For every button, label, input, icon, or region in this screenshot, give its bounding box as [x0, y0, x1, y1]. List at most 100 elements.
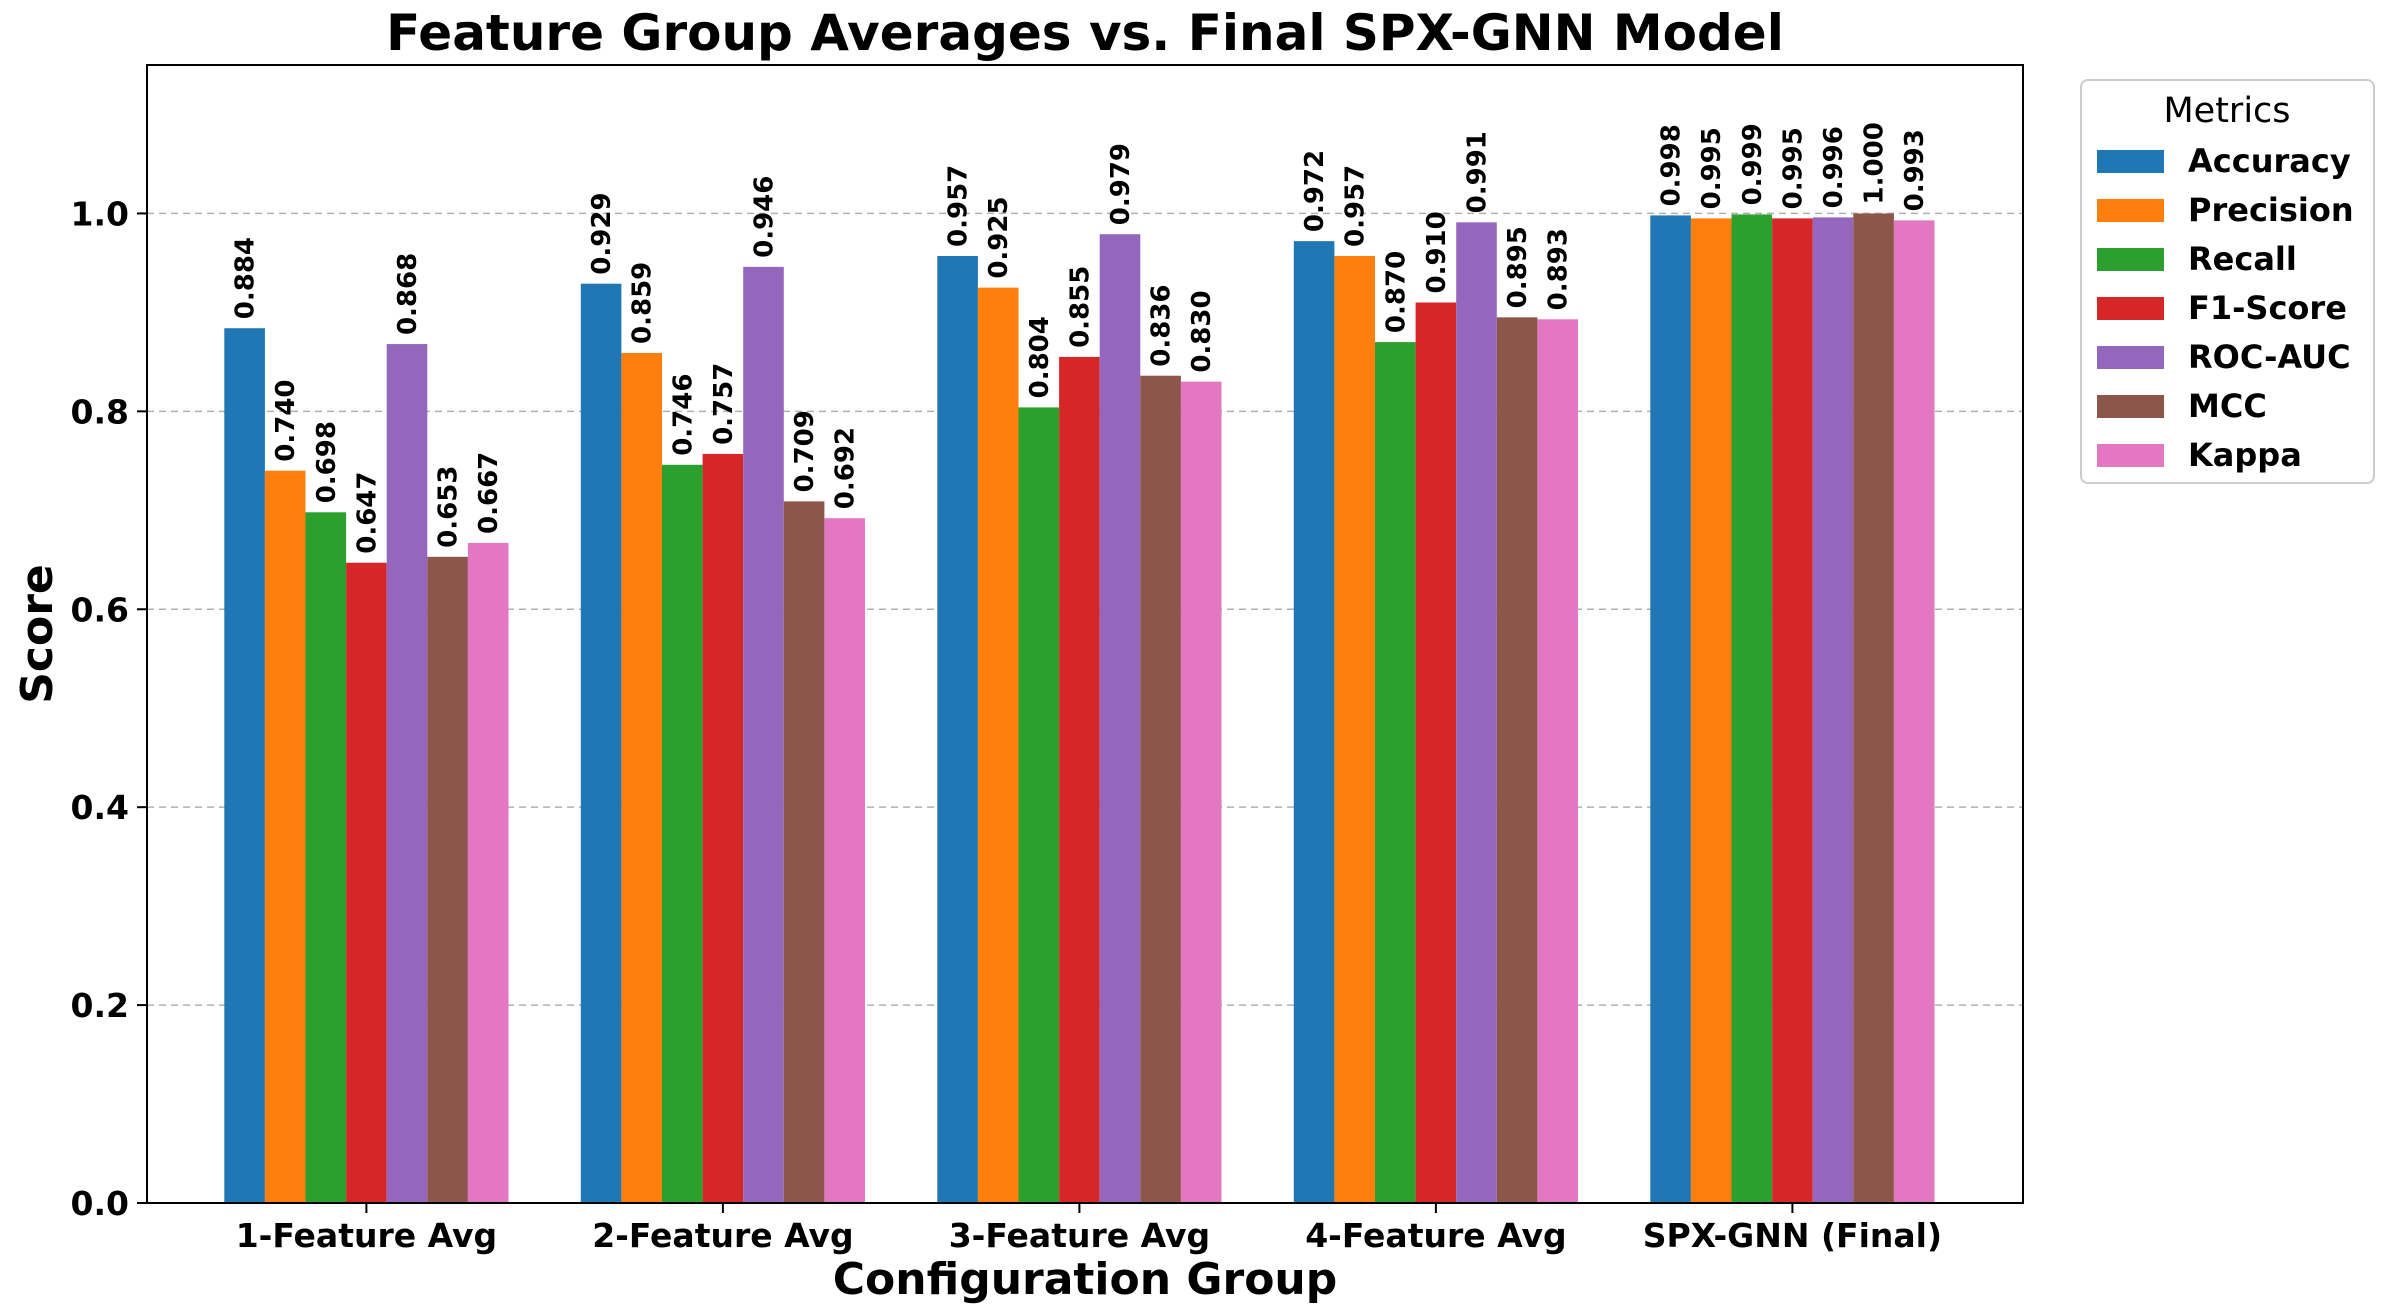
bar-precision-5 — [1690, 218, 1732, 1203]
bar-kappa-1 — [467, 542, 509, 1203]
legend-swatch-mcc — [2097, 395, 2164, 418]
bar-roc-auc-4 — [1456, 222, 1497, 1203]
x-axis-ticks: 1-Feature Avg 2-Feature Avg 3-Feature Avg 4… — [236, 1203, 1942, 1255]
data-label: 0.855 — [1065, 266, 1095, 348]
bar-roc-auc-5 — [1812, 217, 1854, 1203]
data-label: 0.647 — [352, 472, 382, 554]
chart-title: Feature Group Averages vs. Final SPX-GNN… — [386, 4, 1784, 62]
bar-recall-1 — [305, 512, 347, 1203]
data-label: 0.910 — [1422, 211, 1452, 293]
y-tick-label: 0.2 — [71, 986, 129, 1025]
data-label: 0.957 — [1341, 165, 1371, 247]
legend-swatch-accuracy — [2097, 150, 2164, 173]
bar-recall-3 — [1018, 407, 1060, 1204]
bar-f1-score-1 — [346, 562, 387, 1203]
bars — [224, 213, 1935, 1204]
legend-swatch-kappa — [2097, 444, 2164, 467]
bar-mcc-5 — [1853, 213, 1894, 1203]
data-label: 0.868 — [393, 253, 423, 335]
legend-label: F1-Score — [2188, 289, 2347, 327]
x-tick-label: 1-Feature Avg — [236, 1216, 497, 1255]
data-label: 0.893 — [1544, 228, 1574, 310]
bar-recall-4 — [1375, 342, 1416, 1203]
bar-kappa-2 — [824, 518, 865, 1203]
bar-roc-auc-2 — [743, 266, 784, 1203]
x-tick-label: 2-Feature Avg — [592, 1216, 853, 1255]
bar-recall-2 — [662, 464, 703, 1203]
bar-f1-score-5 — [1772, 218, 1813, 1203]
data-label: 0.804 — [1025, 316, 1055, 398]
legend-swatch-roc-auc — [2097, 346, 2164, 369]
data-label: 0.993 — [1900, 129, 1930, 211]
bar-accuracy-4 — [1293, 241, 1335, 1204]
bar-f1-score-3 — [1059, 356, 1100, 1203]
data-label: 0.925 — [984, 196, 1014, 278]
bar-kappa-5 — [1893, 220, 1935, 1203]
data-label: 0.757 — [709, 363, 739, 445]
data-label: 0.995 — [1778, 127, 1808, 209]
x-tick-label: 3-Feature Avg — [949, 1216, 1210, 1255]
bar-accuracy-1 — [224, 328, 265, 1203]
bar-accuracy-5 — [1650, 215, 1691, 1203]
bar-precision-4 — [1334, 255, 1375, 1203]
bar-mcc-3 — [1140, 375, 1181, 1203]
bar-accuracy-2 — [580, 283, 622, 1203]
data-label: 0.740 — [271, 379, 301, 461]
legend-label: Recall — [2188, 240, 2297, 278]
y-axis-label: Score — [12, 564, 63, 704]
data-label: 0.946 — [750, 176, 780, 258]
y-axis-ticks: 0.0 0.2 0.4 0.6 0.8 1.0 — [71, 194, 147, 1223]
bar-kappa-4 — [1537, 319, 1578, 1204]
data-label: 0.653 — [434, 466, 464, 548]
x-axis-label: Configuration Group — [833, 1254, 1338, 1305]
bar-f1-score-2 — [702, 453, 744, 1203]
data-label: 0.972 — [1300, 150, 1330, 232]
legend-label: Precision — [2188, 191, 2354, 229]
x-tick-label: 4-Feature Avg — [1305, 1216, 1566, 1255]
bar-mcc-1 — [427, 556, 468, 1203]
data-label: 0.999 — [1738, 123, 1768, 205]
data-label: 0.830 — [1187, 290, 1217, 372]
bar-precision-1 — [264, 470, 306, 1203]
bar-roc-auc-1 — [386, 344, 428, 1204]
data-label: 0.698 — [312, 421, 342, 503]
bar-f1-score-4 — [1415, 302, 1457, 1203]
bar-recall-5 — [1731, 214, 1773, 1204]
data-label: 1.000 — [1860, 122, 1890, 204]
bar-mcc-4 — [1496, 317, 1538, 1204]
data-label: 0.895 — [1503, 226, 1533, 308]
legend-label: Accuracy — [2188, 142, 2351, 180]
data-label: 0.996 — [1819, 126, 1849, 208]
y-tick-label: 0.6 — [71, 590, 129, 629]
data-label: 0.884 — [231, 237, 261, 319]
legend-label: ROC-AUC — [2188, 338, 2351, 376]
y-tick-label: 1.0 — [71, 194, 129, 233]
data-label: 0.995 — [1697, 127, 1727, 209]
legend-frame — [2080, 79, 2375, 484]
bar-roc-auc-3 — [1099, 234, 1141, 1204]
legend-label: MCC — [2188, 387, 2267, 425]
data-label: 0.667 — [474, 452, 504, 534]
data-label: 0.979 — [1106, 143, 1136, 225]
legend-swatch-recall — [2097, 248, 2164, 271]
bar-accuracy-3 — [937, 255, 978, 1203]
y-tick-label: 0.0 — [71, 1184, 129, 1223]
data-label: 0.709 — [790, 410, 820, 492]
y-tick-label: 0.8 — [71, 392, 129, 431]
bar-mcc-2 — [783, 501, 825, 1203]
bar-kappa-3 — [1180, 381, 1222, 1203]
data-label: 0.870 — [1381, 251, 1411, 333]
data-labels: 0.884 0.740 0.698 0.647 0.868 0.653 0.667 0.929… — [231, 122, 1931, 554]
legend-swatch-f1-score — [2097, 297, 2164, 320]
data-label: 0.692 — [831, 427, 861, 509]
data-label: 0.746 — [668, 374, 698, 456]
bar-precision-2 — [621, 352, 662, 1203]
x-tick-label: SPX-GNN (Final) — [1643, 1216, 1942, 1255]
data-label: 0.929 — [587, 192, 617, 274]
data-label: 0.957 — [944, 165, 974, 247]
data-label: 0.859 — [628, 262, 658, 344]
legend-swatch-precision — [2097, 199, 2164, 222]
data-label: 0.998 — [1657, 124, 1687, 206]
y-tick-label: 0.4 — [71, 788, 129, 827]
